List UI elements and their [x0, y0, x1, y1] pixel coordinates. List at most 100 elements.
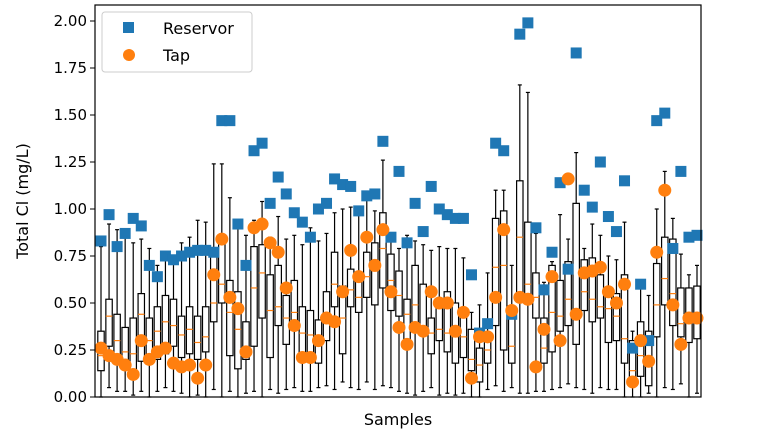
reservoir-point — [433, 203, 445, 215]
reservoir-point — [296, 216, 308, 228]
box — [185, 306, 194, 355]
boxplot — [379, 159, 387, 387]
tap-point — [126, 367, 140, 381]
box — [274, 264, 282, 327]
box — [677, 287, 685, 338]
tap-point — [440, 296, 454, 310]
y-tick-label: 1.75 — [54, 59, 87, 77]
reservoir-point — [95, 235, 107, 247]
reservoir-point — [401, 237, 413, 249]
box — [169, 298, 178, 347]
reservoir-point — [449, 212, 461, 224]
reservoir-point — [546, 246, 558, 258]
box — [588, 257, 597, 323]
legend-label-reservoir: Reservor — [163, 19, 234, 38]
box — [556, 279, 564, 332]
reservoir-point — [119, 227, 131, 239]
box — [201, 306, 210, 353]
box — [282, 294, 291, 345]
reservoir-point — [240, 259, 252, 271]
y-tick-label: 0.50 — [54, 294, 87, 312]
reservoir-point — [200, 244, 212, 256]
tap-point — [183, 358, 197, 372]
reservoir-point — [272, 171, 284, 183]
reservoir-point — [659, 107, 671, 119]
reservoir-point — [643, 335, 655, 347]
reservoir-point — [530, 222, 542, 234]
tap-point — [400, 337, 414, 351]
box — [137, 293, 146, 362]
reservoir-point — [417, 226, 429, 238]
reservoir-point — [602, 211, 614, 223]
tap-point — [674, 337, 688, 351]
tap-point — [569, 307, 583, 321]
reservoir-point — [288, 207, 300, 219]
tap-point — [497, 223, 511, 237]
reservoir-point — [337, 179, 349, 191]
tap-point — [207, 268, 221, 282]
boxplot — [491, 189, 500, 387]
reservoir-point — [514, 28, 526, 40]
tap-point — [642, 354, 656, 368]
box — [226, 279, 234, 357]
y-tick-label: 0.75 — [54, 247, 87, 265]
tap-point — [344, 243, 358, 257]
tap-point — [263, 236, 277, 250]
y-tick-label: 1.25 — [54, 153, 87, 171]
reservoir-point — [554, 177, 566, 189]
reservoir-point — [667, 242, 679, 254]
box — [387, 253, 395, 312]
boxplot — [137, 238, 146, 392]
tap-point — [376, 223, 390, 237]
tap-point — [303, 351, 317, 365]
tap-point — [424, 285, 438, 299]
reservoir-point — [256, 137, 268, 149]
x-axis-label: Samples — [364, 410, 432, 429]
reservoir-point — [457, 212, 469, 224]
boxplot — [193, 219, 202, 396]
reservoir-point — [361, 190, 373, 202]
boxplot — [548, 261, 556, 391]
reservoir-point — [329, 173, 341, 185]
tap-point — [481, 330, 495, 344]
box — [330, 251, 339, 308]
tap-point — [489, 290, 503, 304]
reservoir-point — [482, 318, 494, 330]
legend-marker-tap — [123, 49, 135, 61]
tap-point — [392, 320, 406, 334]
reservoir-point — [208, 246, 220, 258]
reservoir-series — [95, 17, 703, 354]
reservoir-point — [610, 226, 622, 238]
reservoir-point — [264, 197, 276, 209]
reservoir-point — [498, 145, 510, 157]
reservoir-point — [176, 250, 188, 262]
tap-point — [464, 371, 478, 385]
reservoir-point — [683, 231, 695, 243]
box — [234, 291, 242, 370]
reservoir-point — [586, 201, 598, 213]
tap-point — [521, 292, 535, 306]
box — [540, 317, 548, 364]
reservoir-point — [651, 115, 663, 127]
box — [153, 306, 162, 361]
reservoir-point — [425, 180, 437, 192]
reservoir-point — [522, 17, 534, 29]
tap-point — [626, 375, 640, 389]
box — [427, 317, 436, 355]
tap-point — [416, 324, 430, 338]
reservoir-point — [353, 205, 365, 217]
reservoir-point — [393, 165, 405, 177]
y-tick-label: 1.50 — [54, 106, 87, 124]
reservoir-point — [135, 220, 147, 232]
tap-point — [545, 270, 559, 284]
legend-label-tap: Tap — [162, 46, 190, 65]
reservoir-point — [280, 188, 292, 200]
plot-border — [94, 4, 702, 398]
reservoir-point — [192, 244, 204, 256]
tap-point — [634, 334, 648, 348]
tap-point — [537, 322, 551, 336]
tap-point — [609, 296, 623, 310]
reservoir-point — [578, 184, 590, 196]
tap-point — [134, 334, 148, 348]
reservoir-point — [490, 137, 502, 149]
